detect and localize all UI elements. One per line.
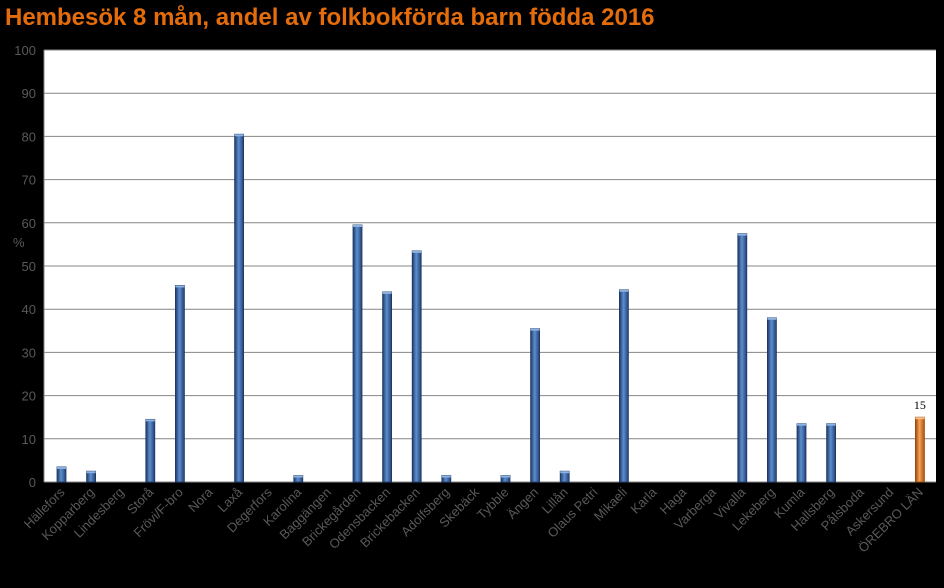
y-tick-label: 90: [22, 86, 36, 101]
bar-cap: [382, 291, 392, 294]
bar: [737, 233, 748, 483]
bar-cap: [441, 475, 451, 478]
y-tick-label: 10: [22, 432, 36, 447]
bar-cap: [86, 471, 96, 474]
bar: [56, 466, 67, 483]
bar-cap: [293, 475, 303, 478]
y-tick-label: 60: [22, 216, 36, 231]
gridlines: [43, 49, 936, 483]
bar: [767, 317, 777, 483]
bar: [619, 289, 629, 483]
bar-cap: [57, 466, 66, 469]
y-axis-label: %: [13, 235, 25, 250]
data-label: 15: [914, 398, 926, 412]
bar-cap: [175, 285, 185, 288]
bar-cap: [145, 419, 155, 422]
x-axis-ticks: HälleforsKopparbergLindesbergStoråFrövi/…: [21, 484, 926, 555]
y-axis-ticks: 0 10 20 30 40 50 60 70 80 90 100: [14, 43, 36, 490]
bar: [382, 291, 393, 483]
bar: [352, 224, 363, 483]
y-tick-label: 80: [22, 129, 36, 144]
bar-cap: [826, 423, 836, 426]
bar-cap: [530, 328, 540, 331]
x-tick-label: Tybble: [474, 485, 512, 523]
bar: [411, 250, 422, 483]
bar-cap: [412, 250, 422, 253]
bars: [56, 133, 925, 483]
y-tick-label: 20: [22, 389, 36, 404]
x-tick-label: Ängen: [504, 485, 541, 522]
data-labels: 15: [914, 398, 926, 412]
bar: [174, 285, 185, 483]
bar-cap: [797, 423, 806, 426]
y-tick-label: 50: [22, 259, 36, 274]
y-tick-label: 40: [22, 302, 36, 317]
bar-cap: [737, 233, 747, 236]
bar-cap: [915, 417, 925, 420]
bar: [145, 418, 156, 483]
bar: [234, 133, 245, 483]
bar: [796, 423, 807, 483]
y-tick-label: 100: [14, 43, 36, 58]
y-tick-label: 0: [29, 475, 36, 490]
x-tick-label: Nora: [185, 484, 216, 515]
chart-title: Hembesök 8 mån, andel av folkbokförda ba…: [5, 4, 655, 31]
bar-cap: [234, 134, 244, 137]
bar-cap: [353, 224, 362, 227]
y-tick-label: 70: [22, 173, 36, 188]
bar: [530, 328, 540, 483]
y-tick-label: 30: [22, 345, 36, 360]
x-tick-label: Mikaeli: [591, 484, 630, 523]
bar-cap: [560, 471, 570, 474]
bar: [915, 416, 925, 483]
bar-cap: [501, 475, 510, 478]
bar: [826, 423, 836, 483]
bar-cap: [619, 289, 629, 292]
x-tick-label: Karla: [628, 484, 661, 517]
bar-cap: [767, 317, 777, 320]
